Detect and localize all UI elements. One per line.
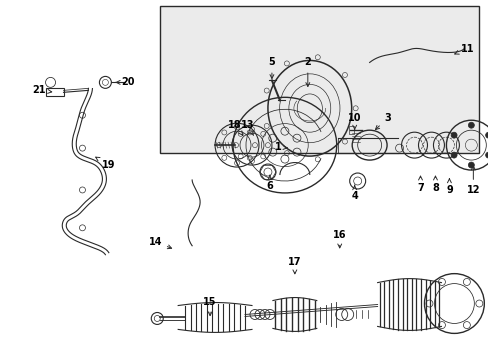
- Text: 7: 7: [416, 176, 423, 193]
- Text: 4: 4: [350, 185, 357, 201]
- Text: 14: 14: [148, 237, 171, 249]
- Text: 21: 21: [32, 85, 52, 95]
- Text: 18: 18: [228, 120, 243, 135]
- Circle shape: [485, 132, 488, 138]
- Text: 1: 1: [274, 142, 286, 152]
- Text: 16: 16: [332, 230, 346, 248]
- Circle shape: [468, 162, 473, 168]
- Text: 13: 13: [241, 120, 254, 135]
- Circle shape: [485, 152, 488, 158]
- Text: 6: 6: [266, 175, 273, 191]
- Text: 8: 8: [431, 176, 438, 193]
- Text: 20: 20: [116, 77, 135, 87]
- Circle shape: [450, 152, 456, 158]
- Circle shape: [468, 122, 473, 128]
- Bar: [160, 6, 478, 153]
- Bar: [348, 126, 353, 134]
- Circle shape: [450, 132, 456, 138]
- Text: 5: 5: [268, 58, 275, 78]
- Text: 11: 11: [454, 44, 473, 54]
- Text: 19: 19: [96, 157, 115, 170]
- Text: 12: 12: [466, 166, 479, 195]
- Text: 2: 2: [304, 58, 310, 86]
- Text: 17: 17: [287, 257, 301, 274]
- Text: 9: 9: [445, 179, 452, 195]
- Text: 3: 3: [375, 113, 390, 130]
- Text: 15: 15: [203, 297, 216, 316]
- Bar: [45, 88, 63, 96]
- Text: 10: 10: [347, 113, 361, 129]
